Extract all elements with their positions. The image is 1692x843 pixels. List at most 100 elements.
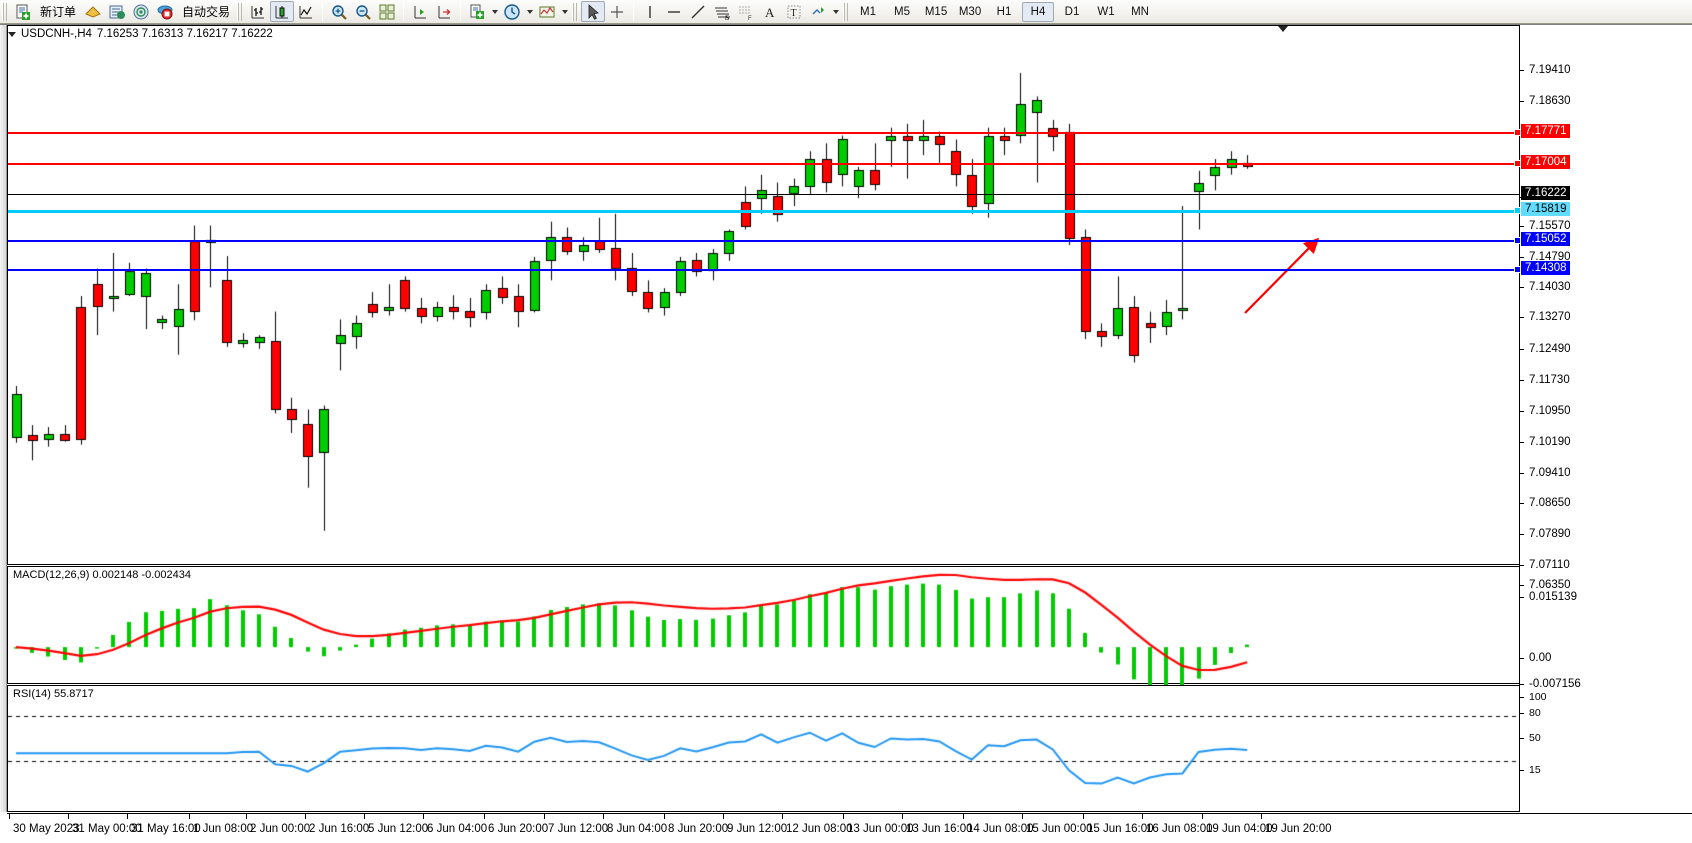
toolbar-grip-3[interactable] [572, 2, 580, 21]
new-order-button[interactable]: 新订单 [40, 5, 77, 19]
text-icon[interactable]: A [758, 1, 782, 22]
label-icon[interactable]: T [782, 1, 806, 22]
vertical-line-icon[interactable] [638, 1, 662, 22]
zoom-in-icon[interactable] [327, 1, 351, 22]
chart-shift-icon[interactable] [408, 1, 432, 22]
auto-scroll-icon[interactable] [432, 1, 456, 22]
market-watch-icon[interactable] [153, 1, 177, 22]
shapes-icon[interactable] [806, 1, 830, 22]
timeframe-m5-button[interactable]: M5 [894, 5, 911, 18]
fibonacci-icon[interactable]: E [710, 1, 734, 22]
toolbar-grip-2[interactable] [237, 2, 245, 21]
ohlc-values: 7.16253 7.16313 7.16217 7.16222 [96, 28, 273, 40]
time-tick [1142, 814, 1143, 819]
timeframe-m1-button[interactable]: M1 [860, 5, 877, 18]
timeframe-m30-button[interactable]: M30 [958, 5, 982, 18]
price-tick [1520, 287, 1524, 288]
zoom-out-icon[interactable] [351, 1, 375, 22]
toolbar-grip-4[interactable] [843, 2, 851, 21]
horizontal-line-icon[interactable] [662, 1, 686, 22]
toolbar-grip[interactable] [2, 2, 9, 21]
templates-dropdown-caret[interactable] [489, 1, 500, 22]
channel-icon[interactable]: F [734, 1, 758, 22]
indicators-dropdown-caret[interactable] [559, 1, 570, 22]
cursor-icon[interactable] [581, 1, 606, 22]
templates-icon[interactable] [465, 1, 489, 22]
price-level-label-cyan[interactable]: 7.15819 [1521, 202, 1570, 216]
period-dropdown-caret[interactable] [524, 1, 535, 22]
tile-windows-icon[interactable] [375, 1, 399, 22]
chart-vertical-scrollbar[interactable] [0, 25, 7, 812]
time-tick [189, 814, 190, 819]
timeframe-h1-button[interactable]: H1 [996, 5, 1012, 18]
level-handle[interactable] [1514, 160, 1521, 167]
price-tick [1520, 585, 1524, 586]
price-level-label-red[interactable]: 7.17004 [1521, 155, 1570, 169]
svg-text:E: E [725, 16, 729, 21]
level-handle[interactable] [1514, 237, 1521, 244]
trendline-icon[interactable] [686, 1, 710, 22]
time-scale[interactable]: 30 May 2023 31 May 00:00 31 May 16:00 1 Jun… [7, 813, 1692, 843]
macd-canvas [8, 567, 1520, 685]
time-tick-label: 31 May 00:00 [72, 823, 142, 835]
autotrading-button[interactable]: 自动交易 [182, 5, 231, 19]
symbol-label: USDCNH-,H4 [21, 28, 92, 40]
rsi-tick-label: 80 [1529, 707, 1541, 719]
time-tick [423, 814, 424, 819]
period-clock-icon[interactable] [500, 1, 524, 22]
macd-tick-label: 0.00 [1529, 652, 1552, 664]
indicators-icon[interactable] [535, 1, 559, 22]
time-tick-label: 7 Jun 12:00 [548, 823, 609, 835]
timeframe-h4-button[interactable]: H4 [1022, 1, 1055, 22]
price-tick-label: 7.11730 [1529, 374, 1570, 386]
level-handle[interactable] [1514, 129, 1521, 136]
line-chart-icon[interactable] [294, 1, 318, 22]
price-tick [1520, 380, 1524, 381]
timeframe-w1-button[interactable]: W1 [1097, 5, 1115, 18]
price-tick-label: 7.14790 [1529, 251, 1571, 263]
price-tick [1520, 317, 1524, 318]
expert-advisor-icon[interactable] [81, 1, 105, 22]
new-order-icon[interactable] [11, 1, 35, 22]
price-tick-label: 7.14030 [1529, 281, 1571, 293]
time-tick [305, 814, 306, 819]
rsi-tick [1520, 713, 1524, 714]
price-scale[interactable]: 7.194107.186307.178507.170707.163307.155… [1519, 25, 1692, 812]
time-tick-label: 19 Jun 20:00 [1265, 823, 1332, 835]
time-tick [664, 814, 665, 819]
price-level-label-blue[interactable]: 7.15052 [1521, 232, 1570, 246]
price-level-label-red[interactable]: 7.17771 [1521, 124, 1570, 138]
time-tick-label: 2 Jun 16:00 [309, 823, 370, 835]
chart-menu-caret-icon[interactable] [8, 31, 16, 37]
timeframe-mn-button[interactable]: MN [1131, 5, 1149, 18]
time-tick-label: 8 Jun 20:00 [668, 823, 729, 835]
bar-chart-icon[interactable] [246, 1, 270, 22]
time-tick [902, 814, 903, 819]
time-tick [364, 814, 365, 819]
rsi-pane[interactable]: RSI(14) 55.8717 [7, 685, 1520, 813]
macd-pane[interactable]: MACD(12,26,9) 0.002148 -0.002434 [7, 566, 1520, 685]
price-tick [1520, 411, 1524, 412]
navigator-icon[interactable] [129, 1, 153, 22]
candlestick-chart-icon[interactable] [270, 1, 295, 22]
macd-tick [1520, 684, 1524, 685]
time-tick-label: 13 Jun 00:00 [847, 823, 914, 835]
rsi-tick-label: 50 [1529, 732, 1541, 744]
price-level-label-black[interactable]: 7.16222 [1521, 186, 1570, 200]
data-window-icon[interactable] [105, 1, 129, 22]
price-tick-label: 7.10950 [1529, 405, 1571, 417]
toolbar-separator [322, 2, 324, 21]
level-handle[interactable] [1514, 207, 1521, 214]
price-level-label-blue[interactable]: 7.14308 [1521, 261, 1570, 275]
price-pane[interactable] [7, 25, 1521, 566]
pane-collapse-caret-icon[interactable] [1278, 26, 1288, 32]
rsi-label: RSI(14) 55.8717 [13, 688, 94, 700]
timeframe-d1-button[interactable]: D1 [1064, 5, 1080, 18]
price-tick [1520, 534, 1524, 535]
timeframe-m15-button[interactable]: M15 [924, 5, 948, 18]
main-toolbar: 新订单 自动交易 [0, 0, 1692, 24]
shapes-dropdown-caret[interactable] [830, 1, 841, 22]
level-handle[interactable] [1514, 266, 1521, 273]
crosshair-icon[interactable] [605, 1, 629, 22]
